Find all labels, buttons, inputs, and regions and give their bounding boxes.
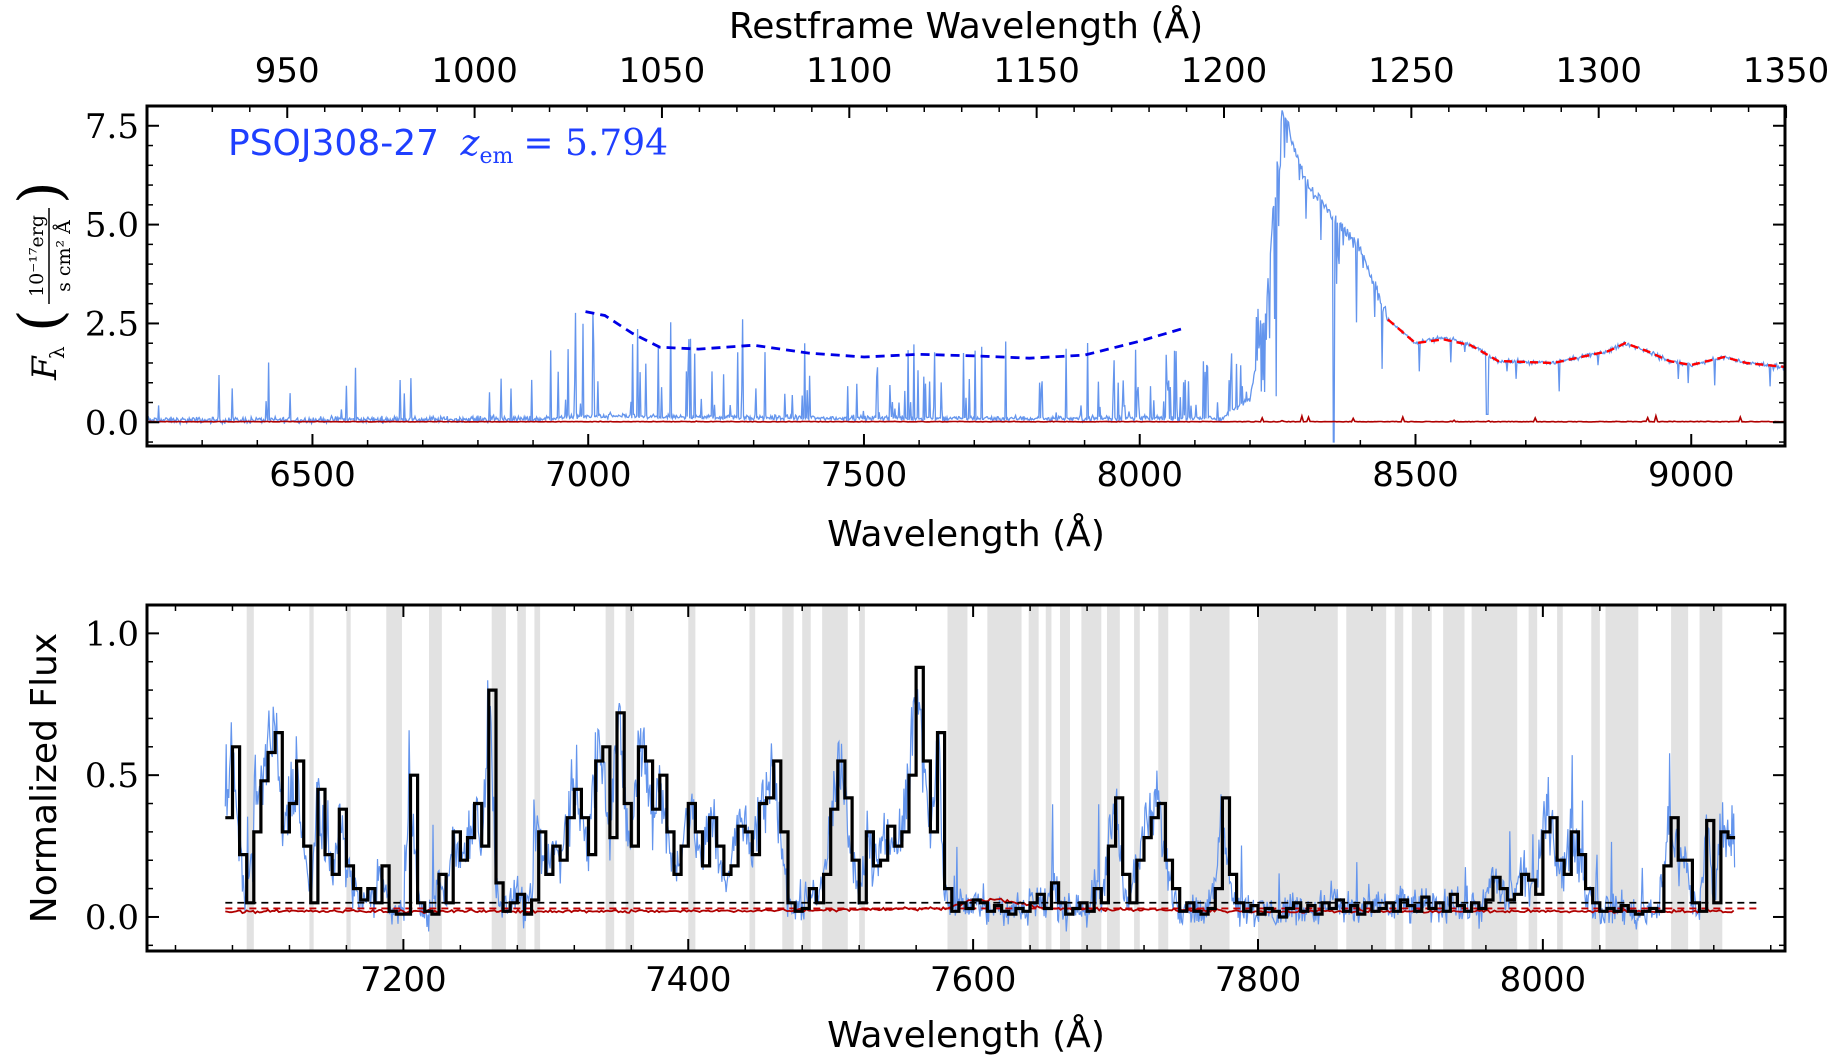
- masked-region: [1411, 605, 1432, 951]
- bottom-x-tick-label: 7800: [1215, 960, 1302, 1000]
- masked-region: [782, 605, 794, 951]
- masked-region: [534, 605, 541, 951]
- top-panel: 6500 7000 7500 8000 8500 9000 0.0 2.5 5.0 7.5 95…: [6, 4, 1827, 555]
- masked-region: [1671, 605, 1689, 951]
- top-restframe-tick-label: 1050: [619, 51, 706, 91]
- masked-region: [1028, 605, 1039, 951]
- masked-region: [688, 605, 696, 951]
- top-restframe-tick-label: 1300: [1555, 51, 1642, 91]
- masked-region: [859, 605, 865, 951]
- top-y-axis-label: F λ ( 10⁻¹⁷erg s cm² Å ): [6, 181, 75, 381]
- svg-text:F: F: [25, 355, 65, 381]
- svg-text:s cm² Å: s cm² Å: [53, 220, 75, 292]
- masked-region: [517, 605, 526, 951]
- bottom-y-axis-label: Normalized Flux: [24, 633, 65, 923]
- masked-region: [346, 605, 351, 951]
- top-x-tick-label: 8000: [1096, 455, 1183, 495]
- masked-region: [1158, 605, 1169, 951]
- svg-text:λ: λ: [45, 346, 69, 359]
- top-x-tick-label: 7000: [545, 455, 632, 495]
- masked-region: [246, 605, 254, 951]
- top-restframe-tick-label: 950: [255, 51, 320, 91]
- masked-region: [987, 605, 1022, 951]
- bottom-spectrum-line: [224, 675, 1736, 932]
- top-restframe-tick-label: 1000: [431, 51, 518, 91]
- top-annotation: PSOJ308-27 zem = 5.794: [228, 123, 668, 169]
- bottom-panel: 7200 7400 7600 7800 8000 0.0 0.5 1.0 Wavelengt…: [24, 603, 1787, 1056]
- top-y-tick-label: 7.5: [85, 107, 139, 147]
- bottom-y-tick-label: 0.0: [85, 898, 139, 938]
- bottom-x-tick-label: 7600: [930, 960, 1017, 1000]
- masked-region: [802, 605, 811, 951]
- bottom-x-tick-label: 8000: [1500, 960, 1587, 1000]
- top-pca-line: [585, 310, 1187, 360]
- masked-region: [1060, 605, 1070, 951]
- masked-region: [1528, 605, 1538, 951]
- masked-region: [749, 605, 756, 951]
- top-plot-frame: [145, 104, 1787, 448]
- bottom-plot-frame: [145, 603, 1787, 953]
- masked-region: [1107, 605, 1120, 951]
- masked-region: [1591, 605, 1600, 951]
- masked-region: [309, 605, 314, 951]
- top-error-line: [147, 412, 1785, 423]
- top-x-tick-label: 7500: [821, 455, 908, 495]
- top-y-tick-label: 2.5: [85, 304, 139, 344]
- masked-region: [1257, 605, 1338, 951]
- top-x-tick-label: 9000: [1648, 455, 1735, 495]
- svg-text:(: (: [6, 309, 74, 332]
- top-restframe-tick-label: 1150: [993, 51, 1080, 91]
- bottom-y-tick-label: 0.5: [85, 756, 139, 796]
- bottom-y-tick-label: 1.0: [85, 614, 139, 654]
- masked-region: [625, 605, 635, 951]
- top-x-tick-label: 6500: [269, 455, 356, 495]
- top-restframe-tick-label: 1350: [1743, 51, 1827, 91]
- masked-region: [1394, 605, 1404, 951]
- bottom-x-tick-label: 7200: [360, 960, 447, 1000]
- bottom-x-tick-label: 7400: [645, 960, 732, 1000]
- masked-region: [1346, 605, 1387, 951]
- masked-region: [1557, 605, 1563, 951]
- bottom-binned-step-line: [225, 665, 1736, 919]
- top-restframe-tick-label: 1100: [806, 51, 893, 91]
- bottom-x-axis-label: Wavelength (Å): [827, 1013, 1105, 1056]
- svg-text:): ): [6, 181, 74, 204]
- top-restframe-axis-label: Restframe Wavelength (Å): [729, 4, 1203, 47]
- top-x-tick-label: 8500: [1372, 455, 1459, 495]
- top-x-axis-label: Wavelength (Å): [827, 512, 1105, 555]
- svg-text:10⁻¹⁷erg: 10⁻¹⁷erg: [26, 215, 48, 297]
- masked-region: [1443, 605, 1465, 951]
- masked-region: [947, 605, 968, 951]
- top-restframe-tick-label: 1250: [1368, 51, 1455, 91]
- masked-region: [1081, 605, 1102, 951]
- top-y-tick-label: 0.0: [85, 403, 139, 443]
- top-continuum-fit-line: [1387, 318, 1785, 369]
- top-y-tick-label: 5.0: [85, 206, 139, 246]
- top-restframe-tick-label: 1200: [1181, 51, 1268, 91]
- masked-region: [1045, 605, 1052, 951]
- masked-region: [1699, 605, 1723, 951]
- masked-region: [1134, 605, 1140, 951]
